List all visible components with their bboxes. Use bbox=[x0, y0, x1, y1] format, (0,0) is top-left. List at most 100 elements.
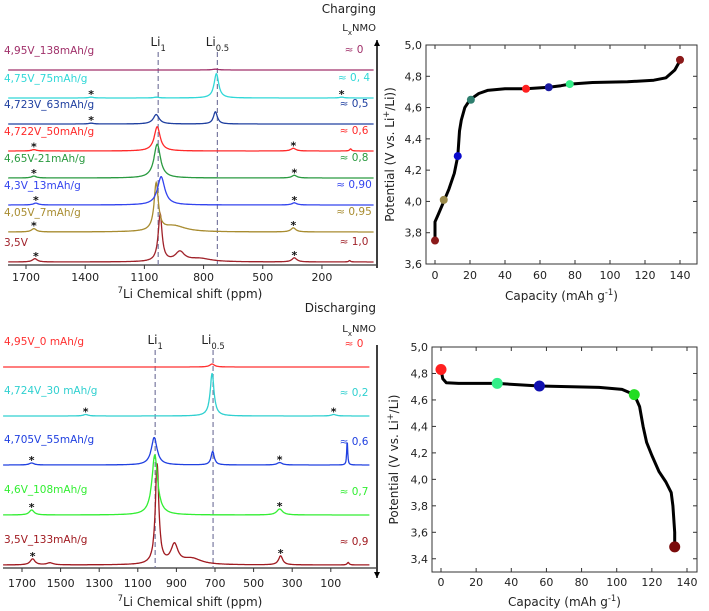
composition-value: ≈ 0, 4 bbox=[338, 72, 370, 84]
spectrum-trace bbox=[8, 143, 374, 179]
spinning-sideband-asterisk: * bbox=[33, 250, 39, 263]
spinning-sideband-asterisk: * bbox=[29, 454, 35, 467]
spinning-sideband-asterisk: * bbox=[277, 453, 283, 466]
composition-value: ≈ 0,6 bbox=[340, 125, 369, 137]
y-tick-label: 4,8 bbox=[405, 70, 423, 83]
trace-label: 4,3V_13mAh/g bbox=[4, 180, 81, 192]
panel-header: Charging bbox=[322, 2, 376, 16]
spinning-sideband-asterisk: * bbox=[331, 405, 337, 418]
spinning-sideband-asterisk: * bbox=[88, 88, 94, 101]
state-marker bbox=[453, 152, 462, 161]
x-tick-label: 80 bbox=[575, 576, 589, 589]
trace-label: 4,723V_63mAh/g bbox=[4, 99, 94, 111]
spectrum-trace bbox=[8, 126, 374, 152]
trace-label: 4,65V-21mAh/g bbox=[4, 153, 85, 165]
y-tick-label: 4,6 bbox=[411, 394, 429, 407]
y-tick-label: 4,4 bbox=[405, 133, 423, 146]
panel-header: Discharging bbox=[305, 301, 376, 315]
x-tick-label: 60 bbox=[539, 576, 553, 589]
spectrum-trace bbox=[8, 68, 374, 71]
trace-label: 4,705V_55mAh/g bbox=[4, 434, 94, 446]
state-marker bbox=[491, 377, 503, 389]
spinning-sideband-asterisk: * bbox=[278, 547, 284, 560]
spinning-sideband-asterisk: * bbox=[88, 114, 94, 127]
x-axis-label: Capacity (mAh g-1) bbox=[505, 287, 618, 303]
state-marker bbox=[435, 364, 447, 375]
trace-label: 4,724V_30 mAh/g bbox=[4, 385, 97, 397]
x-tick-label: 140 bbox=[677, 576, 698, 589]
composition-value: ≈ 0,7 bbox=[340, 486, 369, 498]
x-tick-label: 80 bbox=[568, 269, 582, 282]
y-tick-label: 5,0 bbox=[405, 39, 423, 52]
spinning-sideband-asterisk: * bbox=[291, 249, 297, 262]
state-marker bbox=[533, 380, 545, 392]
x-tick-label: 20 bbox=[469, 576, 483, 589]
spinning-sideband-asterisk: * bbox=[290, 139, 296, 152]
state-marker bbox=[466, 95, 475, 104]
composition-value: ≈ 0,6 bbox=[340, 436, 369, 448]
x-tick-label: 200 bbox=[311, 271, 332, 284]
y-tick-label: 5,0 bbox=[411, 341, 429, 354]
spinning-sideband-asterisk: * bbox=[30, 550, 36, 563]
composition-value: ≈ 0,2 bbox=[340, 387, 369, 399]
x-tick-label: 700 bbox=[205, 577, 226, 590]
spinning-sideband-asterisk: * bbox=[339, 88, 345, 101]
y-tick-label: 3,6 bbox=[411, 526, 429, 539]
x-tick-label: 100 bbox=[320, 577, 341, 590]
trace-label: 3,5V bbox=[4, 237, 29, 249]
y-tick-label: 3,6 bbox=[405, 258, 423, 271]
x-tick-label: 1100 bbox=[124, 577, 152, 590]
x-tick-label: 120 bbox=[641, 576, 662, 589]
x-tick-label: 1500 bbox=[47, 577, 75, 590]
y-tick-label: 4,4 bbox=[411, 420, 429, 433]
x-tick-label: 140 bbox=[670, 269, 691, 282]
spectrum-trace bbox=[8, 73, 374, 99]
y-tick-label: 4,2 bbox=[405, 164, 423, 177]
spinning-sideband-asterisk: * bbox=[29, 501, 35, 514]
composition-value: ≈ 0,95 bbox=[336, 206, 372, 218]
state-marker bbox=[431, 236, 439, 245]
state-marker bbox=[669, 541, 681, 553]
y-axis-label: Potential (V vs. Li+/Li) bbox=[385, 395, 401, 525]
spinning-sideband-asterisk: * bbox=[31, 167, 37, 180]
potential-curve bbox=[439, 369, 677, 547]
x-tick-label: 60 bbox=[533, 269, 547, 282]
y-tick-label: 4,2 bbox=[411, 447, 429, 460]
composition-value: ≈ 0,90 bbox=[336, 179, 372, 191]
x-tick-label: 40 bbox=[504, 576, 518, 589]
x-axis-label: Capacity (mAh g-1) bbox=[508, 593, 621, 609]
potential-curve bbox=[433, 59, 682, 241]
arrow-head-icon bbox=[374, 40, 380, 46]
x-tick-label: 40 bbox=[498, 269, 512, 282]
x-tick-label: 1700 bbox=[12, 271, 40, 284]
y-tick-label: 3,8 bbox=[411, 500, 429, 513]
x-tick-label: 1700 bbox=[8, 577, 36, 590]
composition-value: ≈ 0 bbox=[345, 44, 364, 56]
composition-value: ≈ 0,5 bbox=[340, 98, 369, 110]
composition-label: LxNMO bbox=[342, 324, 376, 338]
spectrum-trace bbox=[3, 463, 370, 566]
reference-label: Li0.5 bbox=[201, 333, 224, 351]
y-axis-label: Potential (V vs. Li+/Li)) bbox=[381, 87, 397, 222]
state-marker bbox=[628, 389, 640, 401]
y-tick-label: 4,0 bbox=[411, 473, 429, 486]
reference-label: Li1 bbox=[147, 333, 162, 351]
x-tick-label: 500 bbox=[243, 577, 264, 590]
composition-value: ≈ 0,9 bbox=[340, 536, 369, 548]
spectrum-trace bbox=[3, 436, 370, 466]
spinning-sideband-asterisk: * bbox=[290, 219, 296, 232]
x-tick-label: 0 bbox=[438, 576, 445, 589]
x-tick-label: 800 bbox=[193, 271, 214, 284]
spinning-sideband-asterisk: * bbox=[31, 141, 37, 154]
trace-label: 4,05V_7mAh/g bbox=[4, 207, 81, 219]
composition-label: LxNMO bbox=[342, 23, 376, 37]
x-tick-label: 900 bbox=[166, 577, 187, 590]
x-tick-label: 20 bbox=[463, 269, 477, 282]
trace-label: 4,722V_50mAh/g bbox=[4, 126, 94, 138]
spinning-sideband-asterisk: * bbox=[291, 194, 297, 207]
spinning-sideband-asterisk: * bbox=[291, 166, 297, 179]
state-marker bbox=[676, 55, 684, 64]
spectrum-trace bbox=[8, 110, 374, 125]
x-tick-label: 120 bbox=[635, 269, 656, 282]
trace-label: 4,95V_0 mAh/g bbox=[4, 336, 84, 348]
